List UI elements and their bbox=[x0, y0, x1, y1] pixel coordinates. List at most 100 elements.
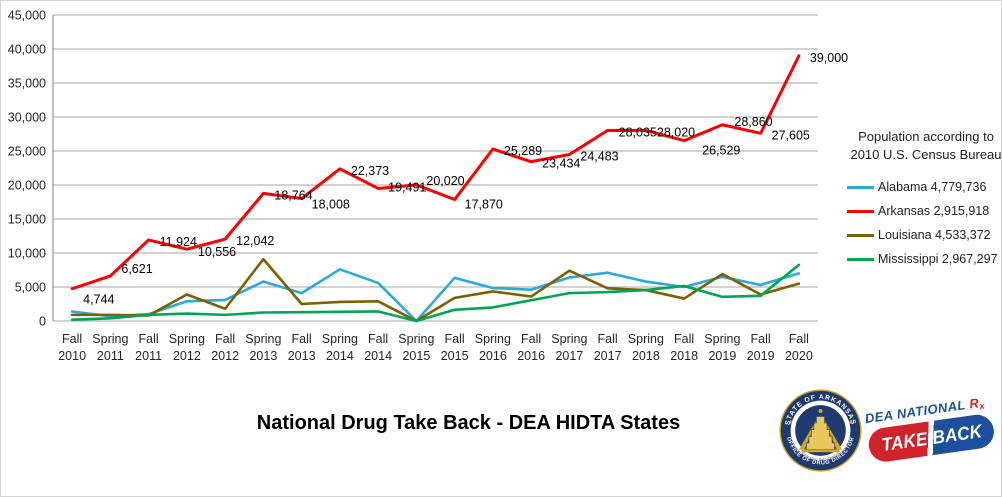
x-tick-label-year: 2016 bbox=[517, 349, 545, 363]
legend-label: Mississippi 2,967,297 bbox=[878, 252, 998, 266]
series-line-mississippi bbox=[70, 263, 801, 323]
x-tick-label-season: Spring bbox=[628, 332, 664, 346]
y-tick-label: 45,000 bbox=[8, 9, 46, 23]
x-tick-label-season: Fall bbox=[789, 332, 809, 346]
seal-staircase-emblem bbox=[798, 409, 843, 453]
x-tick-label-year: 2019 bbox=[747, 349, 775, 363]
y-tick-label: 25,000 bbox=[8, 145, 46, 159]
x-tick-label-season: Fall bbox=[598, 332, 618, 346]
legend-swatch bbox=[847, 185, 874, 189]
legend-swatch bbox=[847, 209, 874, 213]
legend-header: Population according to 2010 U.S. Census… bbox=[847, 128, 1002, 164]
data-label-arkansas: 11,924 bbox=[160, 235, 197, 249]
x-tick-label-season: Fall bbox=[445, 332, 465, 346]
y-tick-label: 35,000 bbox=[8, 77, 46, 91]
x-tick-label-season: Fall bbox=[751, 332, 771, 346]
legend-swatch bbox=[847, 257, 874, 261]
x-tick-label-year: 2018 bbox=[632, 349, 660, 363]
data-label-arkansas: 25,289 bbox=[504, 144, 542, 158]
pill-back-text: BACK bbox=[930, 420, 984, 448]
y-tick-label: 10,000 bbox=[8, 247, 46, 261]
x-tick-label-season: Fall bbox=[62, 332, 82, 346]
legend-label: Arkansas 2,915,918 bbox=[878, 204, 990, 218]
data-label-arkansas: 19,491 bbox=[388, 180, 426, 194]
x-tick-label-season: Spring bbox=[398, 332, 434, 346]
x-tick-label-season: Fall bbox=[368, 332, 388, 346]
x-tick-label-year: 2011 bbox=[97, 349, 124, 363]
data-label-arkansas: 18,764 bbox=[274, 188, 312, 202]
data-label-arkansas: 26,529 bbox=[702, 144, 740, 158]
x-tick-label-year: 2014 bbox=[364, 349, 392, 363]
data-label-arkansas: 20,020 bbox=[426, 174, 464, 188]
legend-item: Louisiana 4,533,372 bbox=[847, 223, 1001, 247]
legend: Population according to 2010 U.S. Census… bbox=[847, 128, 1002, 271]
x-tick-label-season: Spring bbox=[169, 332, 205, 346]
data-label-arkansas: 17,870 bbox=[465, 197, 503, 211]
legend-header-line1: Population according to bbox=[858, 129, 994, 144]
y-tick-label: 0 bbox=[39, 315, 46, 329]
legend-label: Alabama 4,779,736 bbox=[878, 180, 987, 194]
x-tick-label-season: Spring bbox=[245, 332, 281, 346]
data-label-arkansas: 10,556 bbox=[198, 245, 236, 259]
line-chart-plot: 0 5,000 10,000 15,000 20,000 25,000 30,000 35,0… bbox=[8, 9, 848, 364]
x-tick-label-year: 2013 bbox=[288, 349, 316, 363]
series-line-arkansas bbox=[70, 54, 801, 291]
y-tick-label: 15,000 bbox=[8, 213, 46, 227]
pill-take-text: TAKE bbox=[880, 427, 929, 456]
rx-symbol: Rx bbox=[968, 395, 986, 412]
x-tick-label-season: Spring bbox=[322, 332, 358, 346]
chart-title: National Drug Take Back - DEA HIDTA Stat… bbox=[256, 412, 681, 434]
series-line-louisiana bbox=[70, 257, 801, 323]
x-tick-label-year: 2013 bbox=[249, 349, 277, 363]
x-tick-label-year: 2011 bbox=[135, 349, 162, 363]
data-label-arkansas: 4,744 bbox=[83, 293, 114, 307]
legend-swatch bbox=[847, 233, 874, 237]
x-tick-label-year: 2010 bbox=[58, 349, 86, 363]
x-tick-label-season: Fall bbox=[674, 332, 694, 346]
x-tick-label-season: Spring bbox=[92, 332, 128, 346]
data-label-arkansas: 12,042 bbox=[236, 234, 274, 248]
y-tick-label: 20,000 bbox=[8, 179, 46, 193]
x-tick-label-season: Spring bbox=[704, 332, 740, 346]
data-label-arkansas: 28,020 bbox=[657, 125, 695, 139]
data-label-arkansas: 6,621 bbox=[121, 262, 152, 276]
data-label-arkansas: 28,860 bbox=[734, 115, 772, 129]
data-label-arkansas: 27,605 bbox=[772, 128, 810, 142]
data-label-arkansas: 23,434 bbox=[542, 157, 580, 171]
legend-items: Alabama 4,779,736 Arkansas 2,915,918 Louis… bbox=[847, 175, 1001, 271]
x-tick-label-year: 2017 bbox=[555, 349, 583, 363]
x-tick-label-season: Spring bbox=[475, 332, 511, 346]
legend-header-line2: 2010 U.S. Census Bureau bbox=[850, 147, 1002, 162]
y-tick-label: 5,000 bbox=[15, 281, 46, 295]
data-label-arkansas: 24,483 bbox=[580, 150, 618, 164]
x-tick-label-year: 2012 bbox=[173, 349, 201, 363]
legend-label: Louisiana 4,533,372 bbox=[878, 228, 991, 242]
data-label-arkansas: 28,035 bbox=[619, 125, 657, 139]
legend-item: Mississippi 2,967,297 bbox=[847, 247, 1001, 271]
data-label-arkansas: 18,008 bbox=[312, 198, 350, 212]
x-tick-label-year: 2014 bbox=[326, 349, 354, 363]
y-tick-label: 40,000 bbox=[8, 43, 46, 57]
x-tick-label-year: 2020 bbox=[785, 349, 813, 363]
y-tick-label: 30,000 bbox=[8, 111, 46, 125]
x-tick-label-year: 2015 bbox=[402, 349, 430, 363]
arkansas-seal-logo: STATE OF ARKANSAS OFFICE OF DRUG DIRECTO… bbox=[779, 389, 862, 472]
x-tick-label-season: Fall bbox=[215, 332, 235, 346]
legend-item: Alabama 4,779,736 bbox=[847, 175, 1001, 199]
x-tick-label-season: Fall bbox=[521, 332, 541, 346]
x-tick-label-season: Fall bbox=[292, 332, 312, 346]
x-tick-label-year: 2018 bbox=[670, 349, 698, 363]
x-tick-label-year: 2019 bbox=[708, 349, 736, 363]
seal-stars bbox=[789, 419, 852, 425]
x-tick-label-year: 2016 bbox=[479, 349, 507, 363]
x-tick-label-year: 2015 bbox=[441, 349, 469, 363]
dea-takeback-logo: DEA NATIONAL Rx TAKE BACK bbox=[864, 393, 1000, 464]
x-tick-label-year: 2017 bbox=[594, 349, 622, 363]
data-label-arkansas: 39,000 bbox=[810, 51, 848, 65]
x-tick-label-season: Spring bbox=[551, 332, 587, 346]
x-tick-label-season: Fall bbox=[139, 332, 159, 346]
x-tick-label-year: 2012 bbox=[211, 349, 239, 363]
legend-item: Arkansas 2,915,918 bbox=[847, 199, 1001, 223]
data-label-arkansas: 22,373 bbox=[351, 164, 389, 178]
